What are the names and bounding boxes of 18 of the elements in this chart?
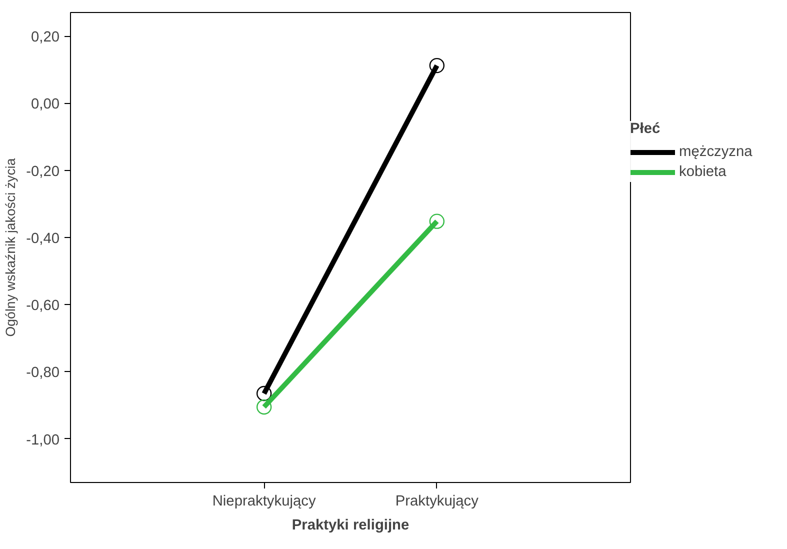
x-tick-label: Niepraktykujący (212, 494, 316, 510)
y-tick-label: -0,40 (26, 230, 60, 247)
point (429, 58, 445, 74)
point (256, 399, 272, 415)
y-tick-label: -1,00 (26, 432, 60, 448)
legend-title: Płeć (630, 121, 662, 137)
x-tick-label: Praktykujący (395, 494, 480, 510)
legend-label: mężczyzna (679, 144, 752, 160)
y-tick-label: -0,20 (26, 164, 60, 180)
y-tick-label: 0,20 (30, 30, 60, 46)
y-tick-label: 0,00 (30, 96, 60, 113)
y-tick-label: -0,80 (26, 365, 60, 382)
point (256, 386, 272, 402)
y-tick-label: -0,60 (26, 298, 60, 314)
y-axis-title: Ogólny wskaźnik jakości życia (3, 158, 18, 337)
legend-label: kobieta (679, 164, 726, 180)
x-axis-title: Praktyki religijne (292, 518, 410, 534)
point (429, 214, 445, 229)
